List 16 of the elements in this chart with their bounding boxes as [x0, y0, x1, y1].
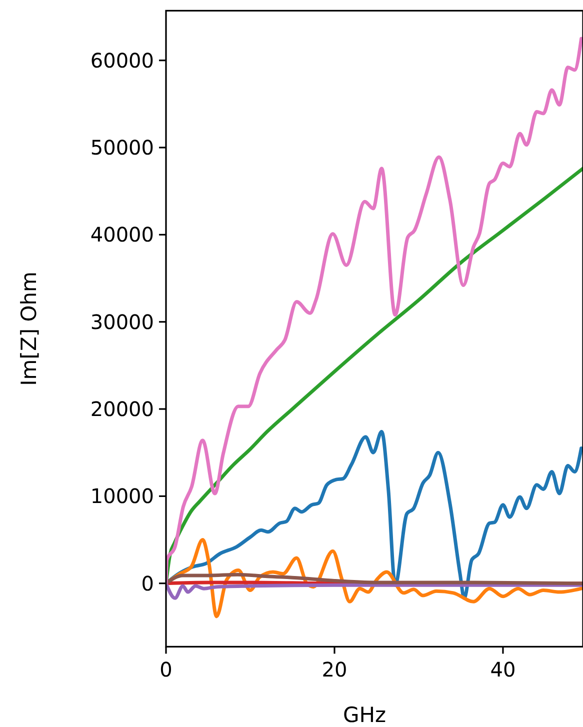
line-series [166, 36, 583, 586]
y-tick-label: 10000 [90, 484, 154, 508]
line-series [166, 430, 583, 600]
y-tick-label: 20000 [90, 397, 154, 422]
x-tick-label: 40 [490, 658, 516, 682]
x-tick-label: 20 [322, 658, 348, 682]
y-tick-label: 50000 [90, 136, 154, 160]
line-series [166, 572, 583, 586]
line-series [166, 582, 583, 600]
x-axis-title: GHz [342, 703, 386, 727]
y-tick-label: 60000 [90, 48, 154, 72]
y-axis-title: Im[Z] Ohm [17, 271, 41, 386]
y-tick-label: 0 [141, 571, 154, 596]
x-tick-label: 0 [160, 658, 172, 682]
y-tick-label: 30000 [90, 310, 154, 334]
y-tick-label: 40000 [90, 222, 154, 247]
